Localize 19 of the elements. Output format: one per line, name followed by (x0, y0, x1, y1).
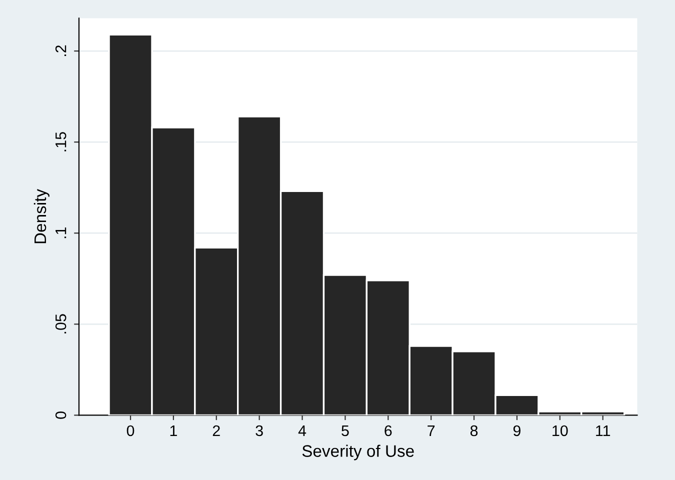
x-axis-title: Severity of Use (302, 444, 414, 460)
x-tick-label: 2 (212, 425, 220, 436)
y-tick-label: 0 (55, 412, 66, 419)
x-tick-label: 0 (126, 425, 134, 436)
x-tick-label: 11 (596, 425, 610, 436)
x-tick-label: 9 (513, 425, 520, 436)
x-tick-label: 4 (298, 425, 306, 436)
y-tick-label: .2 (55, 45, 66, 56)
y-tick-label: .15 (56, 132, 66, 152)
x-tick-label: 10 (552, 425, 568, 436)
x-tick-label: 7 (428, 425, 435, 436)
x-tick-label: 5 (342, 425, 349, 436)
y-axis-title: Density (34, 188, 50, 244)
x-tick-label: 3 (256, 425, 263, 436)
y-tick-label: .1 (56, 227, 66, 238)
x-tick-label: 1 (170, 425, 177, 436)
y-tick-label: .05 (55, 314, 66, 334)
x-tick-label: 8 (470, 425, 478, 436)
x-tick-label: 6 (384, 425, 392, 436)
